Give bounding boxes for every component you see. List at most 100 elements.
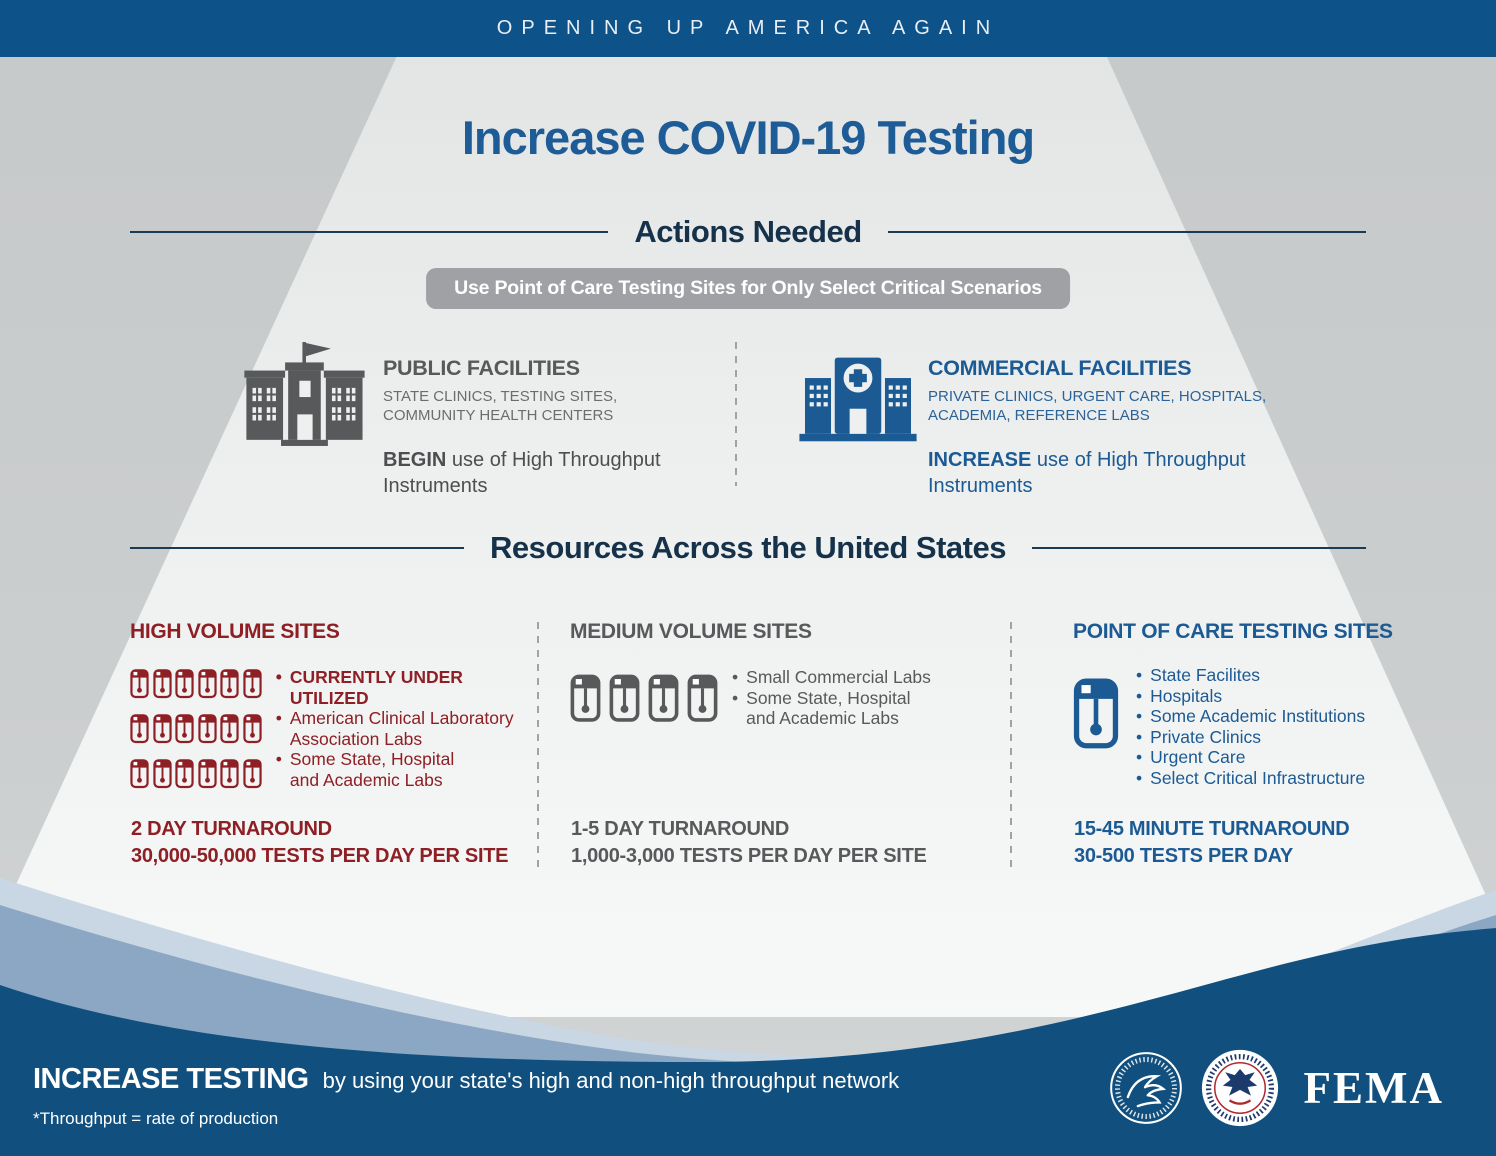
specimen-vial-icon xyxy=(152,714,172,744)
bullet-text: CURRENTLY UNDER UTILIZED xyxy=(289,667,463,708)
wave-decoration xyxy=(0,878,1496,1156)
specimen-vial-icon xyxy=(687,674,718,722)
medium-volume-column: MEDIUM VOLUME SITES • Small Commercial La… xyxy=(570,620,990,867)
action-rest: use of High Throughput Instruments xyxy=(928,449,1246,497)
bullet-text: Private Clinics xyxy=(1150,726,1262,747)
agency-logos: FEMA xyxy=(1108,1048,1444,1128)
heading-rule-left xyxy=(130,231,609,233)
bullet-item: • State Facilites xyxy=(1136,665,1365,686)
hhs-seal xyxy=(1109,1052,1182,1124)
commercial-facilities-block: COMMERCIAL FACILITIES PRIVATE CLINICS, U… xyxy=(928,356,1266,499)
facilities-section: PUBLIC FACILITIES STATE CLINICS, TESTING… xyxy=(0,338,1496,503)
bullet-list: • Small Commercial Labs • Some State, Hospi… xyxy=(732,663,931,729)
heading-rule-left xyxy=(130,547,465,549)
action-rest: use of High Throughput Instruments xyxy=(383,449,661,497)
public-facilities-action: BEGIN use of High Throughput Instruments xyxy=(383,447,661,499)
specimen-vial-icon xyxy=(220,759,239,789)
vial-grid xyxy=(1073,663,1119,756)
specimen-vial-icon xyxy=(197,714,217,744)
column-title: MEDIUM VOLUME SITES xyxy=(570,620,812,643)
bullet-dot: • xyxy=(1136,726,1143,747)
bullet-dot: • xyxy=(275,749,282,769)
specimen-vial-icon xyxy=(175,714,194,744)
fema-wordmark: FEMA xyxy=(1303,1063,1444,1113)
footer-headline-bold: INCREASE TESTING xyxy=(33,1063,309,1095)
public-facilities-block: PUBLIC FACILITIES STATE CLINICS, TESTING… xyxy=(383,356,661,499)
commercial-facilities-subtitle: PRIVATE CLINICS, URGENT CARE, HOSPITALS,… xyxy=(928,388,1267,424)
critical-scenarios-callout: Use Point of Care Testing Sites for Only… xyxy=(426,268,1070,309)
specimen-vial-icon xyxy=(175,669,194,699)
bullet-dot: • xyxy=(1136,665,1143,685)
bullet-text: Urgent Care xyxy=(1150,747,1246,767)
bullet-text: Small Commercial Labs xyxy=(746,667,931,687)
page-title: Increase COVID-19 Testing xyxy=(461,111,1035,164)
column-stats: 2 DAY TURNAROUND 30,000-50,000 TESTS PER… xyxy=(131,816,508,870)
bullet-dot: • xyxy=(1136,706,1143,726)
bullet-item: • Hospitals xyxy=(1136,686,1365,707)
dhs-seal xyxy=(1201,1049,1278,1127)
column-title: HIGH VOLUME SITES xyxy=(130,620,340,643)
specimen-vial-icon xyxy=(130,669,149,699)
bullet-item: • Select Critical Infrastructure xyxy=(1136,768,1365,789)
specimen-vial-icon xyxy=(152,759,172,789)
resources-dashed-divider xyxy=(1010,622,1012,874)
bullet-dot: • xyxy=(1136,685,1143,706)
action-verb: BEGIN xyxy=(383,449,447,471)
specimen-vial-icon xyxy=(130,714,149,744)
public-facilities-title: PUBLIC FACILITIES xyxy=(383,356,580,380)
bullet-dot: • xyxy=(732,667,739,687)
bullet-item: • Some State, Hospital and Academic Labs xyxy=(732,688,931,729)
capacity-text: 1,000-3,000 TESTS PER DAY PER SITE xyxy=(571,845,927,867)
commercial-facilities-action: INCREASE use of High Throughput Instrume… xyxy=(928,447,1266,499)
commercial-facilities-title: COMMERCIAL FACILITIES xyxy=(928,356,1192,380)
specimen-vial-icon xyxy=(609,674,640,722)
action-verb: INCREASE xyxy=(928,449,1032,471)
bullet-item: • CURRENTLY UNDER UTILIZED xyxy=(276,667,538,708)
specimen-vial-icon xyxy=(242,759,262,789)
specimen-vial-icon xyxy=(197,669,217,699)
bullet-dot: • xyxy=(275,667,282,687)
facilities-dashed-divider xyxy=(735,342,737,486)
bullet-dot: • xyxy=(1136,767,1143,788)
bullet-dot: • xyxy=(1136,747,1143,767)
public-facilities-subtitle: STATE CLINICS, TESTING SITES, COMMUNITY … xyxy=(383,388,618,424)
hospital-building-icon xyxy=(799,357,917,442)
resources-heading: Resources Across the United States xyxy=(130,530,1367,566)
column-stats: 15-45 MINUTE TURNAROUND 30-500 TESTS PER… xyxy=(1074,816,1350,870)
specimen-vial-icon xyxy=(242,714,262,744)
bullet-text: Select Critical Infrastructure xyxy=(1150,767,1366,788)
bullet-dot: • xyxy=(275,708,282,728)
bullet-text: Some Academic Institutions xyxy=(1150,706,1366,726)
actions-heading-text: Actions Needed xyxy=(634,214,862,249)
vial-grid xyxy=(130,663,262,791)
column-stats: 1-5 DAY TURNAROUND 1,000-3,000 TESTS PER… xyxy=(571,816,927,870)
turnaround-text: 2 DAY TURNAROUND xyxy=(131,818,332,840)
bullet-item: • Some Academic Institutions xyxy=(1136,706,1365,727)
specimen-vial-icon xyxy=(220,669,239,699)
specimen-vial-icon xyxy=(175,759,194,789)
resources-heading-text: Resources Across the United States xyxy=(490,530,1006,565)
bullet-text: State Facilites xyxy=(1150,665,1261,685)
heading-rule-right xyxy=(887,231,1366,233)
specimen-vial-icon xyxy=(570,674,601,722)
bullet-item: • Some State, Hospital and Academic Labs xyxy=(276,749,538,790)
bullet-list: • State Facilites • Hospitals • Some Academic… xyxy=(1136,663,1365,788)
bullet-item: • Urgent Care xyxy=(1136,747,1365,768)
specimen-vial-icon xyxy=(1073,678,1119,749)
actions-needed-heading: Actions Needed xyxy=(130,214,1366,250)
footer-headline: INCREASE TESTING by using your state's h… xyxy=(33,1063,899,1096)
capacity-text: 30,000-50,000 TESTS PER DAY PER SITE xyxy=(131,845,509,867)
bullet-item: • Small Commercial Labs xyxy=(732,667,931,688)
resources-dashed-divider xyxy=(537,622,539,874)
specimen-vial-icon xyxy=(648,674,679,722)
turnaround-text: 15-45 MINUTE TURNAROUND xyxy=(1074,818,1350,840)
specimen-vial-icon xyxy=(152,669,172,699)
bullet-text: Hospitals xyxy=(1150,685,1223,706)
bullet-text: Some State, Hospital and Academic Labs xyxy=(746,687,911,729)
heading-rule-right xyxy=(1031,547,1367,549)
point-of-care-column: POINT OF CARE TESTING SITES • State Facil… xyxy=(1073,620,1403,867)
footer-headline-rest: by using your state's high and non-high … xyxy=(322,1068,900,1093)
bullet-text: American Clinical Laboratory Association… xyxy=(289,708,514,749)
bullet-text: Some State, Hospital and Academic Labs xyxy=(289,749,455,790)
specimen-vial-icon xyxy=(130,759,149,789)
